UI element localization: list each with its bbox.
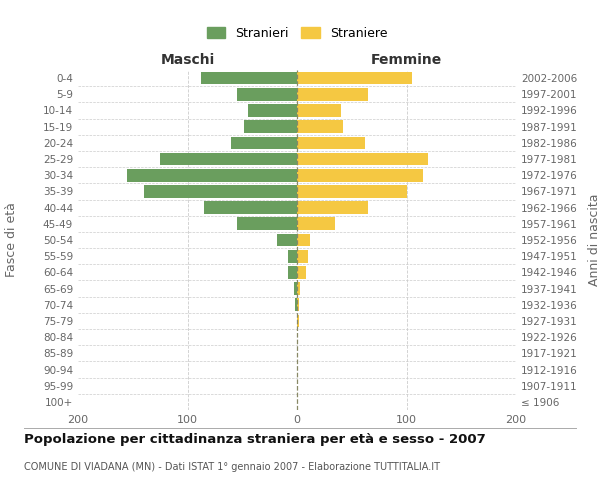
Bar	[127, 169, 297, 181]
Bar	[297, 120, 343, 133]
Bar	[297, 152, 428, 166]
Text: Anni di nascita: Anni di nascita	[587, 194, 600, 286]
Bar	[244, 120, 297, 133]
Bar	[237, 88, 297, 101]
Bar	[297, 314, 299, 328]
Bar	[297, 185, 407, 198]
Bar	[232, 136, 297, 149]
Bar	[144, 185, 297, 198]
Bar	[297, 266, 306, 278]
Bar	[288, 250, 297, 262]
Bar	[297, 282, 300, 295]
Bar	[237, 218, 297, 230]
Bar	[297, 202, 368, 214]
Text: Maschi: Maschi	[160, 54, 215, 68]
Bar	[297, 169, 423, 181]
Bar	[297, 218, 335, 230]
Bar	[297, 88, 368, 101]
Bar	[277, 234, 297, 246]
Bar	[200, 72, 297, 85]
Bar	[248, 104, 297, 117]
Bar	[297, 136, 365, 149]
Bar	[297, 72, 412, 85]
Text: COMUNE DI VIADANA (MN) - Dati ISTAT 1° gennaio 2007 - Elaborazione TUTTITALIA.IT: COMUNE DI VIADANA (MN) - Dati ISTAT 1° g…	[24, 462, 440, 472]
Bar	[297, 298, 299, 311]
Bar	[288, 266, 297, 278]
Bar	[294, 282, 297, 295]
Legend: Stranieri, Straniere: Stranieri, Straniere	[202, 22, 392, 45]
Bar	[297, 250, 308, 262]
Text: Fasce di età: Fasce di età	[5, 202, 19, 278]
Bar	[160, 152, 297, 166]
Bar	[297, 104, 341, 117]
Bar	[295, 298, 297, 311]
Bar	[297, 234, 310, 246]
Text: Popolazione per cittadinanza straniera per età e sesso - 2007: Popolazione per cittadinanza straniera p…	[24, 432, 486, 446]
Text: Femmine: Femmine	[371, 54, 442, 68]
Bar	[204, 202, 297, 214]
